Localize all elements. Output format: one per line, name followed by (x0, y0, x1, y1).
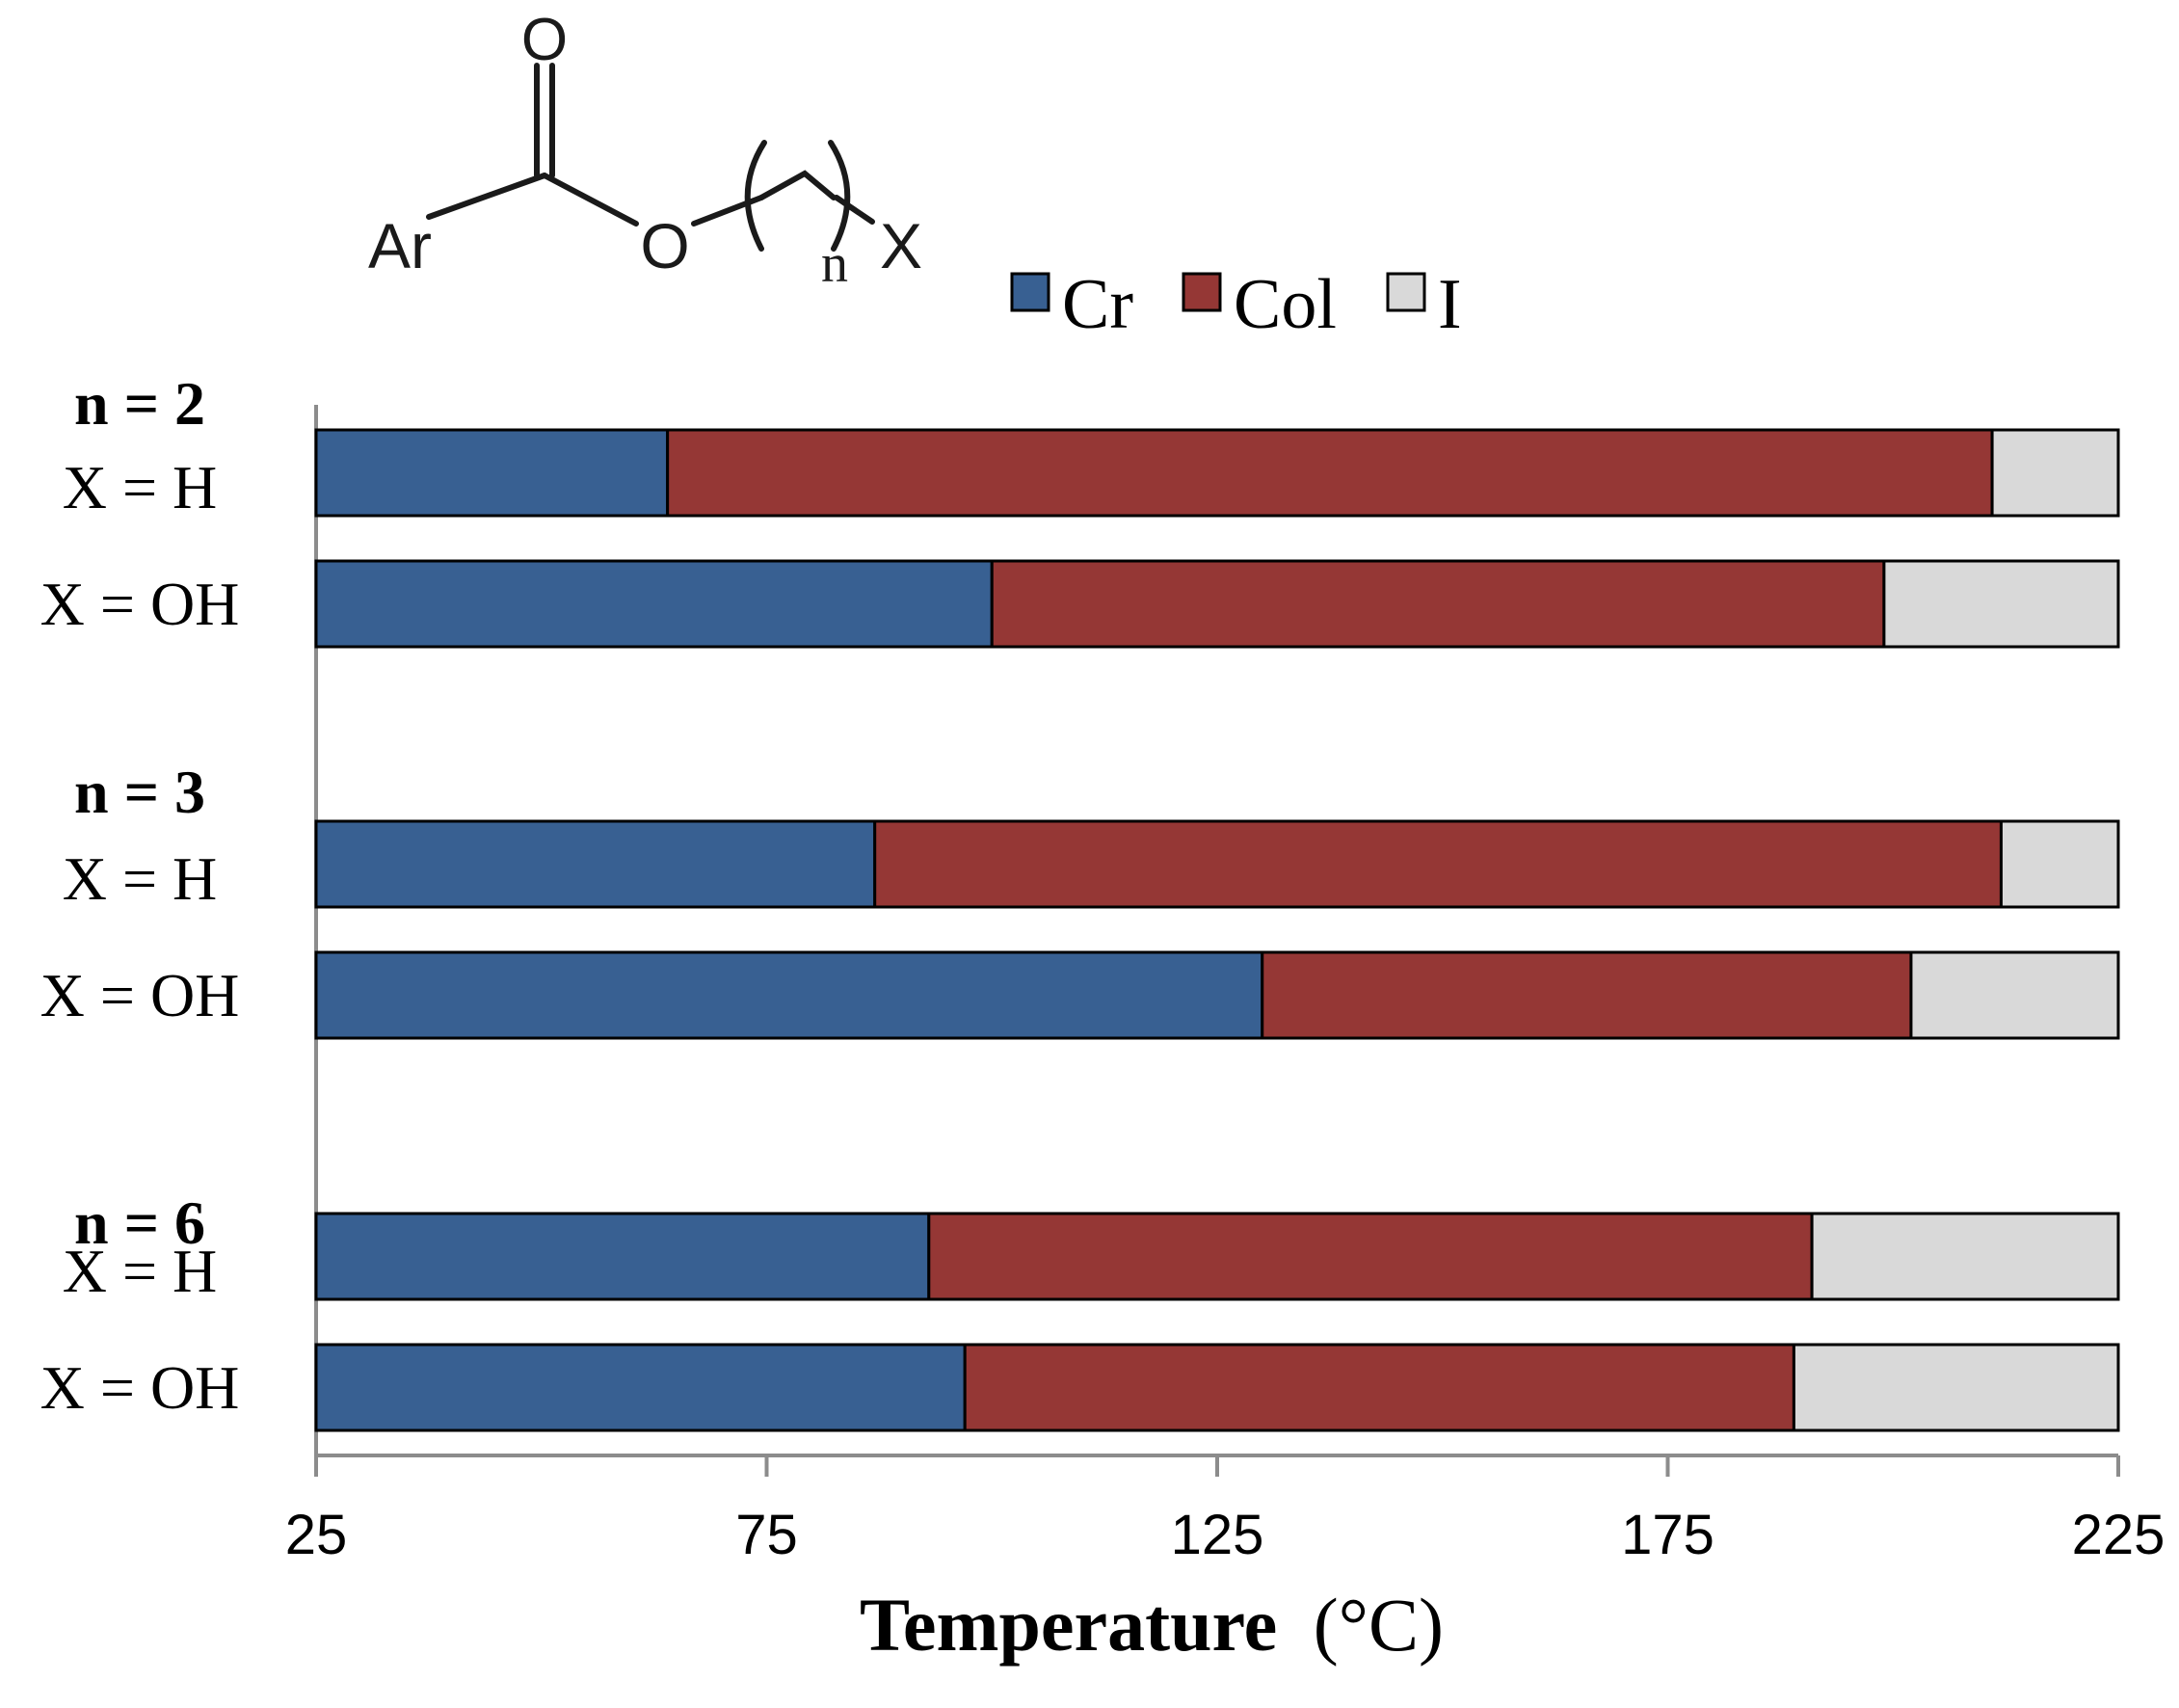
bar-segment-cr (314, 950, 1264, 1040)
group-label: n = 6 (74, 1188, 205, 1257)
bar-segment-i (1810, 1212, 2120, 1301)
bar-segment-i (1999, 819, 2120, 909)
structure-carbonyl-oxygen: O (521, 7, 568, 73)
bar-segment-col (963, 1343, 1795, 1432)
bar-segment-col (873, 819, 2003, 909)
bar-segment-i (1990, 428, 2120, 518)
chain-bracket-left (744, 140, 767, 252)
bar-segment-col (666, 428, 1994, 518)
bond-carbonyl-ester-o (542, 173, 639, 227)
legend-label-cr: Cr (1062, 265, 1133, 344)
row-label: X = OH (40, 570, 240, 638)
row-labels: n = 2X = HX = OHn = 3X = HX = OHn = 6X =… (40, 369, 240, 1422)
x-tick-label: 175 (1621, 1504, 1714, 1566)
chain-bracket-right (828, 140, 851, 252)
bars (314, 428, 2120, 1432)
bar-segment-cr (314, 1343, 967, 1432)
legend-label-i: I (1438, 265, 1462, 344)
structure-end-group: X (880, 210, 922, 281)
bar-segment-cr (314, 1212, 931, 1301)
bar-segment-i (1792, 1343, 2120, 1432)
row-label: X = H (63, 453, 218, 521)
bar-segment-cr (314, 819, 877, 909)
x-axis-title-main: Temperature (860, 1583, 1277, 1667)
bar-segment-col (1261, 950, 1913, 1040)
x-tick-label: 75 (735, 1504, 798, 1566)
legend: Cr Col I (1010, 265, 1462, 344)
x-tick-label: 225 (2072, 1504, 2166, 1566)
bond-chain-x (834, 195, 875, 225)
bar-segment-col (990, 559, 1886, 649)
bond-ar-carbonyl (426, 173, 547, 220)
bar-segment-cr (314, 428, 670, 518)
bar-segment-i (1882, 559, 2120, 649)
row-label: X = OH (40, 961, 240, 1029)
chain-zigzag (758, 170, 837, 200)
group-label: n = 2 (74, 369, 205, 438)
bar-segment-col (927, 1212, 1814, 1301)
legend-swatch-i (1386, 272, 1426, 312)
x-tick-label: 125 (1171, 1504, 1264, 1566)
row-label: X = H (63, 1237, 218, 1305)
bar-segment-cr (314, 559, 994, 649)
structure-labels: Ar O O n X (368, 7, 922, 294)
x-axis-title-unit: (°C) (1314, 1583, 1444, 1667)
chemical-structure (426, 63, 875, 252)
structure-ar-label: Ar (368, 210, 432, 281)
x-ticks: 25 75 125 175 225 (285, 1455, 2166, 1566)
legend-swatch-cr (1010, 272, 1050, 312)
structure-ester-oxygen: O (640, 210, 689, 281)
legend-label-col: Col (1234, 265, 1337, 344)
row-label: X = OH (40, 1353, 240, 1422)
row-label: X = H (63, 844, 218, 913)
legend-swatch-col (1182, 272, 1222, 312)
group-label: n = 3 (74, 758, 205, 826)
x-axis-title: Temperature (°C) (860, 1583, 1444, 1667)
structure-subscript-n: n (821, 234, 848, 294)
x-tick-label: 25 (285, 1504, 348, 1566)
bar-segment-i (1909, 950, 2120, 1040)
